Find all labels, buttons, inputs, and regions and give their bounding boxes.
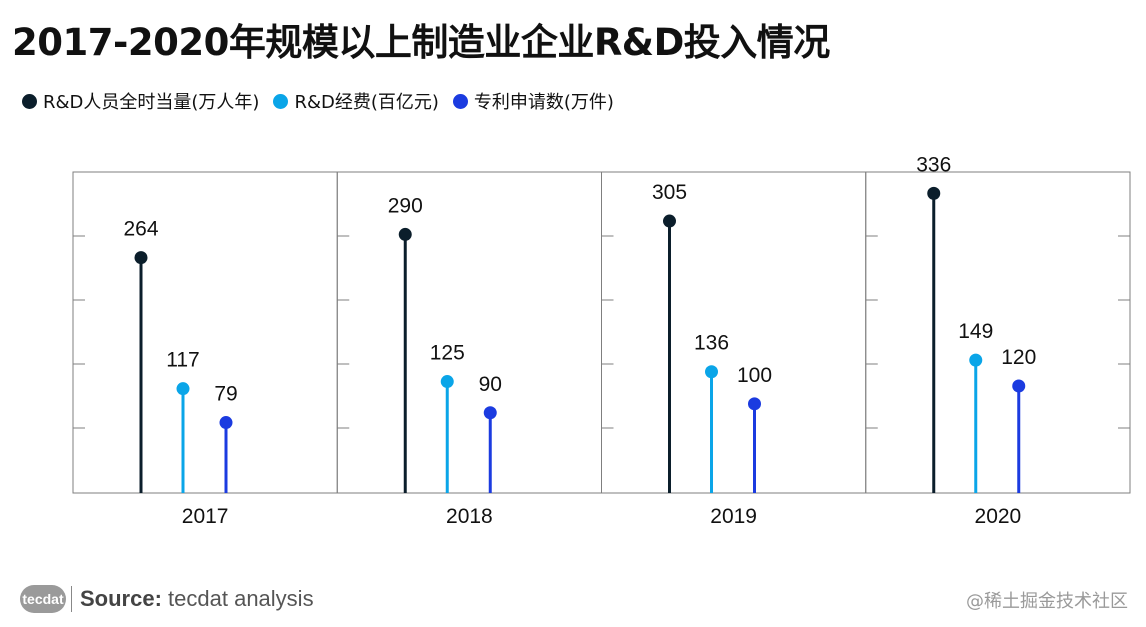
data-label: 305 xyxy=(652,181,687,204)
source-label: Source: xyxy=(80,586,162,611)
legend-label: R&D经费(百亿元) xyxy=(294,92,439,113)
lollipop-point xyxy=(219,416,233,430)
source-text: tecdat analysis xyxy=(168,586,314,611)
data-label: 125 xyxy=(430,342,465,365)
lollipop-point xyxy=(440,375,454,389)
lollipop-point xyxy=(134,251,148,265)
legend-dot-icon xyxy=(273,93,289,109)
x-tick-label: 2018 xyxy=(446,505,493,528)
data-label: 336 xyxy=(916,153,951,176)
x-tick-label: 2017 xyxy=(182,505,229,528)
data-label: 117 xyxy=(166,349,199,372)
legend-dot-icon xyxy=(22,93,37,109)
legend-label: R&D人员全时当量(万人年) xyxy=(43,92,260,113)
data-label: 79 xyxy=(214,383,237,406)
lollipop-point xyxy=(927,186,941,200)
data-label: 149 xyxy=(958,320,993,343)
lollipop-point xyxy=(663,214,676,228)
lollipop-point xyxy=(748,397,761,411)
legend-item-rd-personnel: R&D人员全时当量(万人年) xyxy=(22,88,259,114)
legend-dot-icon xyxy=(452,93,468,109)
lollipop-point xyxy=(969,353,983,367)
x-tick-label: 2020 xyxy=(975,505,1022,528)
x-tick-label: 2019 xyxy=(710,505,757,528)
data-label: 120 xyxy=(1001,346,1036,369)
panel-frame xyxy=(601,171,867,494)
legend-item-patents: 专利申请数(万件) xyxy=(452,88,614,114)
tecdat-logo: tecdat xyxy=(20,585,66,613)
legend-item-rd-funding: R&D经费(百亿元) xyxy=(273,88,439,114)
panel-frame xyxy=(865,171,1131,494)
lollipop-point xyxy=(1012,379,1026,393)
legend: R&D人员全时当量(万人年) R&D经费(百亿元) 专利申请数(万件) xyxy=(22,88,614,114)
lollipop-point xyxy=(176,382,190,396)
source-note: Source: tecdat analysis xyxy=(80,586,314,612)
panel-frame xyxy=(336,171,602,494)
data-label: 90 xyxy=(479,373,502,396)
data-label: 290 xyxy=(388,194,423,217)
chart-title: 2017-2020年规模以上制造业企业R&D投入情况 xyxy=(12,21,830,64)
watermark: @稀土掘金技术社区 xyxy=(966,591,1128,612)
panel-frame xyxy=(72,171,338,494)
data-label: 136 xyxy=(694,332,729,355)
lollipop-point xyxy=(705,365,718,379)
data-label: 100 xyxy=(737,364,772,387)
lollipop-point xyxy=(398,227,412,241)
lollipop-point xyxy=(483,406,497,420)
data-label: 264 xyxy=(123,218,158,241)
legend-label: 专利申请数(万件) xyxy=(473,92,614,113)
footer-divider xyxy=(71,586,72,612)
